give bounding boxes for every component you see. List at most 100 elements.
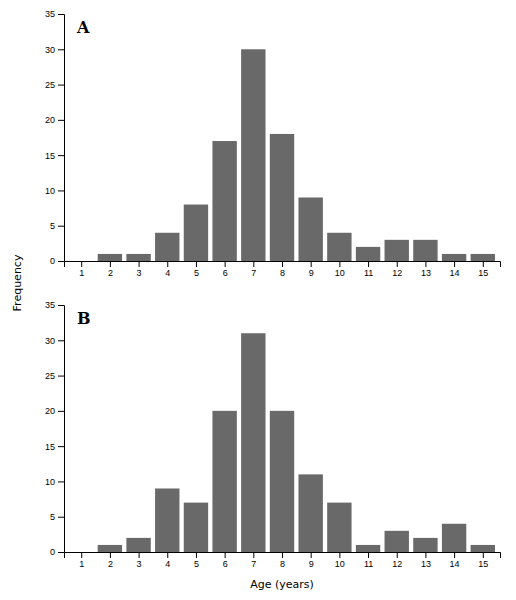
- tick-mark: [196, 552, 197, 558]
- tick: 5: [194, 552, 199, 569]
- panel-label: A: [76, 18, 90, 37]
- bar: [270, 134, 294, 261]
- tick-mark: [225, 552, 226, 558]
- tick: 2: [108, 552, 113, 569]
- bar: [298, 474, 322, 552]
- tick-label: 15: [478, 559, 488, 569]
- tick: 7: [251, 552, 256, 569]
- tick-label: 25: [45, 80, 55, 90]
- tick-label: 20: [45, 115, 55, 125]
- tick: 9: [309, 552, 314, 569]
- tick-mark: [167, 261, 168, 267]
- tick-mark: [368, 552, 369, 558]
- tick-label: 25: [45, 371, 55, 381]
- tick: 15: [478, 261, 488, 278]
- bar: [442, 254, 466, 261]
- bar: [471, 545, 495, 552]
- tick: 5: [194, 261, 199, 278]
- tick-mark: [58, 226, 64, 227]
- tick-label: 10: [45, 477, 55, 487]
- tick: 1: [79, 261, 84, 278]
- axis-line: [58, 15, 65, 262]
- tick: 4: [165, 261, 170, 278]
- tick: 11: [364, 261, 373, 278]
- tick-label: 3: [137, 559, 142, 569]
- tick-label: 11: [364, 268, 373, 278]
- tick-label: 10: [335, 268, 345, 278]
- y-label: Frequency: [11, 254, 24, 311]
- x-axis: 123456789101112131415: [65, 552, 501, 569]
- tick-mark: [58, 49, 64, 50]
- bar: [155, 488, 179, 552]
- tick: 5: [50, 512, 64, 522]
- tick: 10: [335, 261, 345, 278]
- bar: [298, 197, 322, 261]
- tick: 10: [45, 186, 64, 196]
- bar: [98, 254, 122, 261]
- tick-mark: [139, 261, 140, 267]
- tick-label: 15: [45, 442, 55, 452]
- bar: [270, 411, 294, 552]
- tick: 4: [165, 552, 170, 569]
- tick-label: 12: [392, 559, 402, 569]
- tick-label: 0: [50, 547, 55, 557]
- tick-mark: [58, 481, 64, 482]
- tick: 12: [392, 552, 402, 569]
- tick: 10: [335, 552, 345, 569]
- tick: 2: [108, 261, 113, 278]
- tick-mark: [483, 261, 484, 267]
- tick-mark: [58, 446, 64, 447]
- tick: 8: [280, 552, 285, 569]
- tick-mark: [483, 552, 484, 558]
- tick: 15: [478, 552, 488, 569]
- tick-mark: [58, 120, 64, 121]
- bar: [241, 333, 265, 552]
- bar: [69, 552, 93, 553]
- tick: 6: [223, 552, 228, 569]
- tick-label: 7: [251, 268, 256, 278]
- tick-mark: [454, 552, 455, 558]
- tick-mark: [167, 552, 168, 558]
- tick: 3: [137, 552, 142, 569]
- axis-line: [58, 306, 65, 553]
- tick: 5: [50, 221, 64, 231]
- bar: [471, 254, 495, 261]
- bar: [126, 538, 150, 552]
- tick-mark: [58, 517, 64, 518]
- tick-mark: [282, 261, 283, 267]
- tick: 13: [421, 261, 431, 278]
- tick-label: 0: [50, 256, 55, 266]
- tick-label: 5: [50, 512, 55, 522]
- tick-mark: [368, 261, 369, 267]
- tick-mark: [58, 411, 64, 412]
- tick: 8: [280, 261, 285, 278]
- bar: [184, 503, 208, 552]
- tick-label: 35: [45, 9, 55, 19]
- tick-label: 12: [392, 268, 402, 278]
- bar: [98, 545, 122, 552]
- tick-mark: [81, 552, 82, 558]
- tick: 14: [450, 552, 460, 569]
- tick: 25: [45, 80, 64, 90]
- bar: [356, 545, 380, 552]
- tick-label: 20: [45, 406, 55, 416]
- tick-mark: [397, 261, 398, 267]
- tick-mark: [454, 261, 455, 267]
- tick-label: 4: [165, 559, 170, 569]
- tick-label: 8: [280, 559, 285, 569]
- tick-label: 11: [364, 559, 373, 569]
- tick: 9: [309, 261, 314, 278]
- tick-mark: [81, 261, 82, 267]
- tick-label: 5: [50, 221, 55, 231]
- tick-mark: [425, 552, 426, 558]
- tick-label: 6: [223, 268, 228, 278]
- tick: 30: [45, 336, 64, 346]
- tick-mark: [58, 552, 64, 553]
- tick-mark: [253, 261, 254, 267]
- tick-label: 15: [45, 151, 55, 161]
- y-axis: 05101520253035: [45, 9, 65, 266]
- tick-label: 10: [335, 559, 345, 569]
- tick-mark: [58, 85, 64, 86]
- tick-mark: [58, 376, 64, 377]
- bar: [241, 49, 265, 261]
